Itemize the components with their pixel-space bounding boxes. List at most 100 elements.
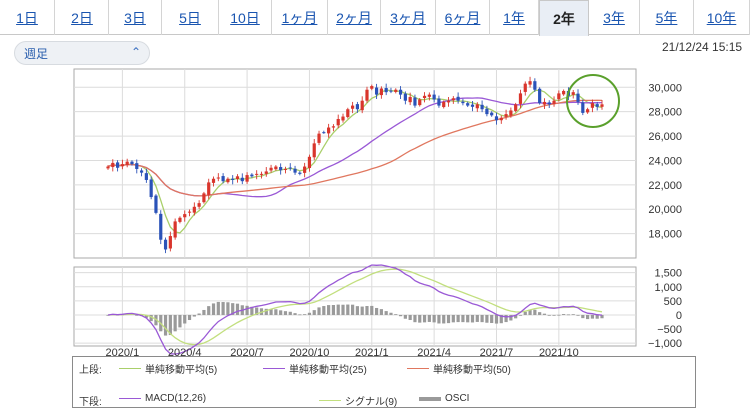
candle-body [351, 105, 355, 109]
tab-12[interactable]: 3年 [589, 0, 640, 35]
candle-body [154, 195, 158, 213]
candle-body [187, 211, 192, 213]
osci-bar [403, 314, 407, 319]
osci-bar [317, 307, 321, 315]
period-select[interactable]: 週足 ⌃ [14, 41, 150, 65]
osci-bar [384, 311, 388, 315]
osci-bar [221, 302, 225, 315]
candle-body [408, 97, 412, 103]
candle-body [600, 104, 604, 107]
candle-body [163, 239, 168, 250]
lower-plot-frame [73, 266, 637, 347]
osci-bar [523, 311, 527, 315]
candle-body [494, 116, 499, 121]
candle-body [403, 93, 407, 101]
osci-bar [398, 314, 403, 317]
candle-body [341, 116, 345, 121]
tab-2[interactable]: 2日 [56, 0, 109, 35]
candle-body [159, 213, 163, 240]
osci-bar [456, 314, 460, 323]
osci-bar [322, 306, 326, 315]
osci-bar [470, 314, 475, 323]
y-tick-label-lower: 500 [664, 296, 682, 308]
osci-bar [442, 314, 446, 324]
chart-legend: 上段: 単純移動平均(5) 単純移動平均(25) 単純移動平均(50) 下段: … [72, 356, 696, 408]
osci-bar [163, 314, 168, 336]
osci-swatch [419, 396, 441, 401]
candle-body [139, 170, 144, 173]
x-tick-label: 2021/1 [355, 347, 389, 356]
osci-bar [461, 314, 465, 323]
osci-bar [187, 314, 192, 321]
osci-bar [576, 314, 580, 316]
x-tick-label: 2021/4 [417, 347, 451, 356]
osci-bar [197, 313, 201, 315]
x-tick-label: 2021/10 [539, 347, 579, 356]
legend-lower-row: 下段: MACD(12,26) シグナル(9) OSCI [73, 390, 695, 408]
tab-11[interactable]: 2年 [539, 0, 589, 36]
candle-body [552, 100, 556, 104]
osci-bar [427, 314, 431, 322]
candle-body [437, 98, 441, 106]
osci-bar [168, 314, 172, 336]
osci-bar [355, 306, 359, 315]
period-select-value: 週足 [24, 46, 49, 61]
candle-body [149, 179, 153, 198]
candle-body [394, 89, 398, 92]
tab-1[interactable]: 1日 [0, 0, 55, 35]
osci-bar [552, 314, 556, 316]
osci-bar [216, 301, 220, 315]
candle-body [197, 203, 201, 207]
y-tick-label-lower: 1,500 [654, 268, 682, 280]
osci-bar [538, 312, 542, 315]
osci-bar [336, 304, 340, 315]
tab-3[interactable]: 3日 [109, 0, 162, 35]
ma5-line [107, 89, 603, 234]
tab-8[interactable]: 3ヶ月 [381, 0, 436, 35]
osci-bar [255, 307, 259, 315]
tab-6[interactable]: 1ヶ月 [272, 0, 328, 35]
candle-body [547, 102, 551, 105]
osci-bar [451, 314, 455, 323]
tab-4[interactable]: 5日 [162, 0, 219, 35]
candle-body [533, 81, 537, 90]
legend-upper-label: 上段: [79, 365, 102, 376]
signal-line [107, 268, 603, 346]
osci-bar [331, 305, 336, 315]
candle-body [336, 118, 340, 126]
y-tick-label-lower: −1,000 [648, 338, 682, 350]
tab-5[interactable]: 10日 [219, 0, 272, 35]
candle-body [183, 214, 187, 218]
osci-bar [446, 314, 451, 324]
candle-body [355, 104, 359, 110]
upper-plot-frame [73, 68, 637, 259]
osci-bar [307, 312, 312, 315]
osci-bar [547, 314, 551, 316]
tab-13[interactable]: 5年 [640, 0, 694, 35]
osci-bar [475, 314, 479, 322]
candle-body [125, 161, 129, 166]
candle-body [245, 175, 249, 182]
candle-body [365, 89, 369, 101]
legend-item-ma5-label: 単純移動平均(5) [145, 365, 218, 376]
candle-body [528, 81, 532, 85]
ma25-line [107, 97, 603, 198]
osci-bar [293, 313, 297, 315]
y-tick-label-upper: 22,000 [648, 180, 682, 192]
osci-bar [374, 307, 379, 315]
candle-body [327, 127, 331, 134]
candle-body [571, 92, 575, 95]
candle-body [106, 166, 110, 169]
osci-bar [226, 302, 230, 315]
tab-10[interactable]: 1年 [490, 0, 539, 35]
tab-7[interactable]: 2ヶ月 [328, 0, 381, 35]
osci-bar [341, 304, 345, 315]
y-tick-label-upper: 20,000 [648, 204, 682, 216]
osci-bar [509, 314, 513, 321]
ma5-swatch [119, 368, 141, 369]
tab-9[interactable]: 6ヶ月 [436, 0, 490, 35]
chevron-updown-icon: ⌃ [130, 45, 141, 59]
candle-body [144, 173, 148, 180]
osci-bar [298, 314, 302, 316]
osci-bar [494, 314, 499, 324]
